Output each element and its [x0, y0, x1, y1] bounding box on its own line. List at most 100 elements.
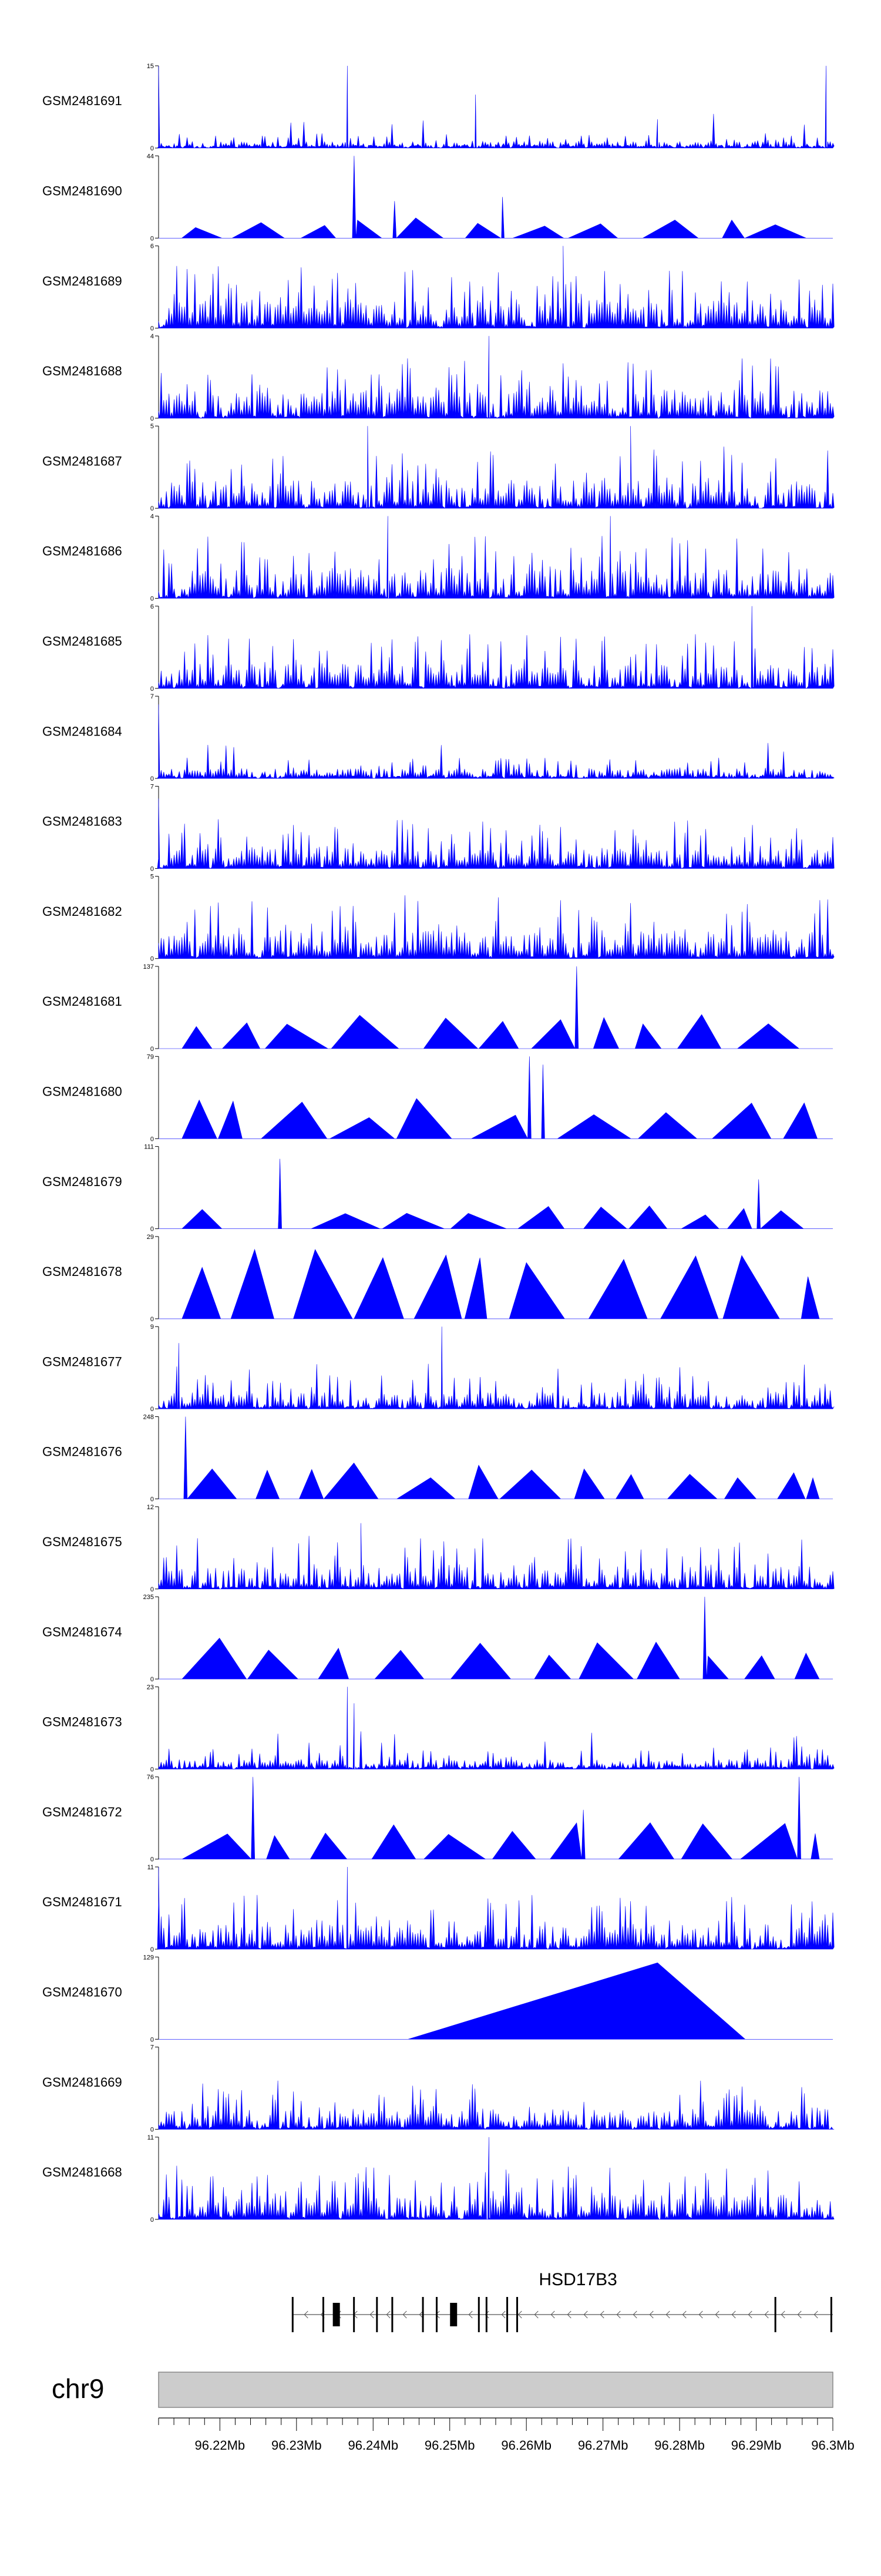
track-label: GSM2481690 [42, 184, 122, 199]
track-label: GSM2481672 [42, 1805, 122, 1819]
coverage-area [159, 1597, 833, 1680]
x-tick-label: 96.28Mb [654, 2438, 705, 2453]
exon [322, 2297, 324, 2332]
coverage-area [158, 895, 835, 959]
y-max-label: 79 [147, 1053, 154, 1060]
exon [450, 2303, 458, 2326]
y-min-label: 0 [150, 1046, 154, 1053]
coverage-area [157, 1866, 835, 1950]
y-min-label: 0 [150, 865, 154, 872]
strand-arrow [649, 2310, 654, 2319]
track: GSM2481681 137 0 [42, 963, 833, 1053]
y-max-label: 29 [147, 1234, 154, 1241]
y-max-label: 7 [150, 783, 154, 790]
coverage-area [158, 335, 835, 419]
strand-arrow [501, 2310, 506, 2319]
x-tick-label: 96.29Mb [731, 2438, 782, 2453]
y-min-label: 0 [150, 2036, 154, 2043]
coverage-area [159, 1056, 833, 1139]
strand-arrow [567, 2310, 571, 2319]
exon [506, 2297, 509, 2332]
track: GSM2481668 11 0 [42, 2134, 835, 2224]
track: GSM2481670 129 0 [42, 1954, 833, 2043]
track: GSM2481684 7 0 [42, 693, 835, 782]
strand-arrow [665, 2310, 670, 2319]
y-max-label: 4 [150, 513, 154, 520]
y-max-label: 5 [150, 423, 154, 430]
track: GSM2481685 6 0 [42, 603, 835, 693]
track-label: GSM2481688 [42, 364, 122, 378]
coverage-area [159, 1776, 833, 1860]
exon [376, 2297, 378, 2332]
coverage-area [159, 1962, 833, 2040]
track-label: GSM2481691 [42, 93, 122, 108]
exon [485, 2297, 487, 2332]
exon [332, 2303, 340, 2326]
track-label: GSM2481678 [42, 1264, 122, 1279]
strand-arrow [402, 2310, 407, 2319]
y-max-label: 4 [150, 333, 154, 340]
y-max-label: 6 [150, 603, 154, 610]
track-label: GSM2481681 [42, 994, 122, 1009]
track-label: GSM2481680 [42, 1084, 122, 1099]
track: GSM2481687 5 0 [42, 423, 835, 512]
strand-arrow [304, 2310, 308, 2319]
strand-arrow [813, 2310, 818, 2319]
strand-arrow [419, 2310, 423, 2319]
track-label: GSM2481685 [42, 634, 122, 649]
track-label: GSM2481689 [42, 274, 122, 288]
coverage-area [157, 798, 835, 869]
y-min-label: 0 [150, 1316, 154, 1323]
track-label: GSM2481679 [42, 1174, 122, 1189]
y-min-label: 0 [150, 1676, 154, 1683]
y-max-label: 11 [147, 1864, 154, 1871]
y-max-label: 44 [147, 153, 154, 160]
track: GSM2481686 4 0 [42, 513, 835, 603]
x-tick-label: 96.25Mb [425, 2438, 475, 2453]
coverage-area [159, 156, 833, 239]
coverage-area [158, 426, 835, 509]
strand-arrow [633, 2310, 637, 2319]
chromosome-bar [158, 2372, 833, 2408]
y-max-label: 11 [147, 2134, 154, 2141]
y-max-label: 7 [150, 2044, 154, 2051]
track: GSM2481678 29 0 [42, 1234, 833, 1323]
track-label: GSM2481675 [42, 1534, 122, 1549]
y-max-label: 235 [143, 1594, 154, 1601]
y-max-label: 12 [147, 1504, 154, 1511]
strand-arrow [698, 2310, 703, 2319]
exon [774, 2297, 776, 2332]
track: GSM2481675 12 0 [42, 1504, 835, 1593]
x-tick-label: 96.24Mb [348, 2438, 398, 2453]
exon [516, 2297, 519, 2332]
strand-arrow [764, 2310, 769, 2319]
chromosome-track: chr9 96.22Mb 96.23Mb 96.24Mb 96.25Mb 96.26Mb 9… [52, 2372, 855, 2453]
strand-arrow [468, 2310, 473, 2319]
y-min-label: 0 [150, 415, 154, 422]
y-min-label: 0 [150, 1496, 154, 1503]
strand-arrow [797, 2310, 802, 2319]
strand-arrow [731, 2310, 736, 2319]
y-max-label: 7 [150, 693, 154, 700]
y-min-label: 0 [150, 686, 154, 693]
y-min-label: 0 [150, 1586, 154, 1593]
y-max-label: 9 [150, 1324, 154, 1331]
track: GSM2481683 7 0 [42, 783, 835, 872]
y-max-label: 248 [143, 1414, 154, 1421]
y-max-label: 15 [147, 63, 154, 70]
y-min-label: 0 [150, 1766, 154, 1773]
track-label: GSM2481670 [42, 1985, 122, 2000]
track-label: GSM2481677 [42, 1354, 122, 1369]
track: GSM2481689 6 0 [42, 243, 835, 333]
exon [391, 2297, 394, 2332]
track: GSM2481673 23 0 [42, 1684, 835, 1773]
coverage-area [157, 65, 835, 149]
track-label: GSM2481684 [42, 724, 122, 738]
track: GSM2481669 7 0 [42, 2044, 835, 2134]
y-max-label: 111 [144, 1144, 154, 1151]
track: GSM2481674 235 0 [42, 1594, 833, 1683]
track-label: GSM2481687 [42, 454, 122, 468]
strand-arrow [616, 2310, 621, 2319]
y-min-label: 0 [150, 1226, 154, 1233]
